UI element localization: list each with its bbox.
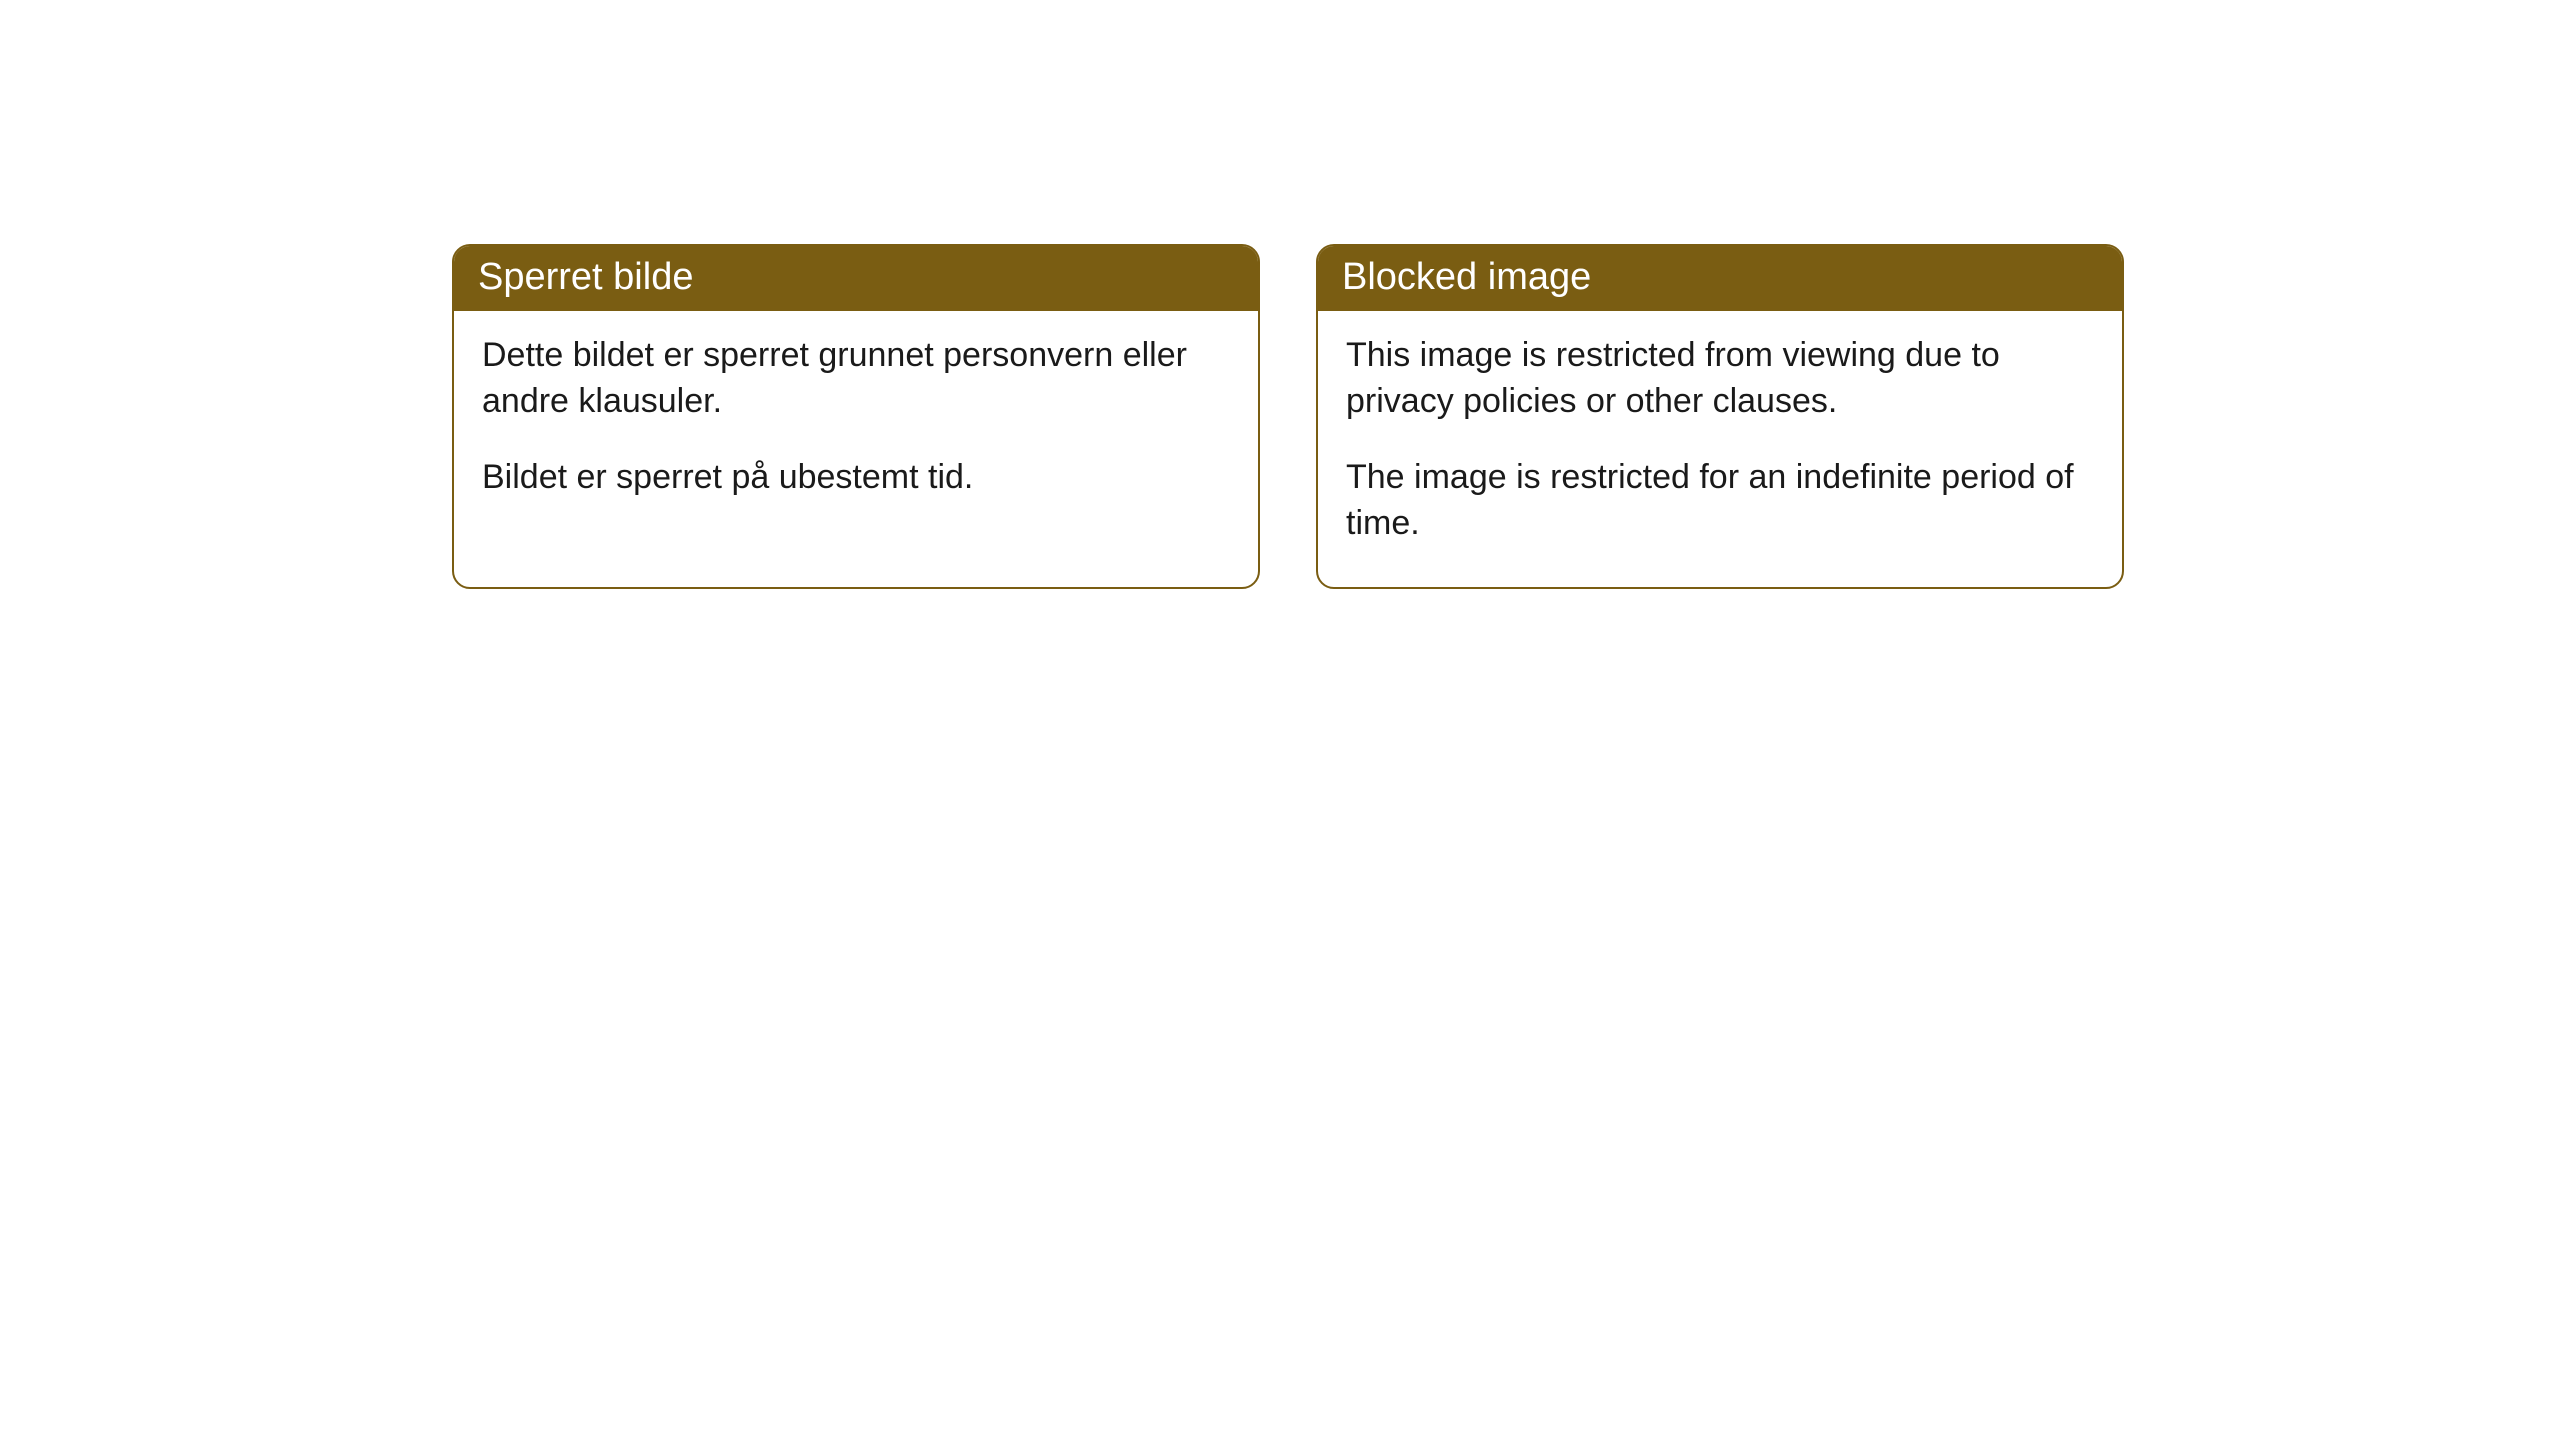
card-header: Sperret bilde — [454, 246, 1258, 311]
notice-card-norwegian: Sperret bilde Dette bildet er sperret gr… — [452, 244, 1260, 589]
card-paragraph: This image is restricted from viewing du… — [1346, 333, 2094, 425]
card-paragraph: Bildet er sperret på ubestemt tid. — [482, 455, 1230, 501]
card-title: Blocked image — [1342, 256, 1591, 298]
card-paragraph: The image is restricted for an indefinit… — [1346, 455, 2094, 547]
card-header: Blocked image — [1318, 246, 2122, 311]
notice-card-english: Blocked image This image is restricted f… — [1316, 244, 2124, 589]
notice-cards-container: Sperret bilde Dette bildet er sperret gr… — [452, 244, 2560, 589]
card-paragraph: Dette bildet er sperret grunnet personve… — [482, 333, 1230, 425]
card-body: This image is restricted from viewing du… — [1318, 311, 2122, 587]
card-title: Sperret bilde — [478, 256, 693, 298]
card-body: Dette bildet er sperret grunnet personve… — [454, 311, 1258, 541]
